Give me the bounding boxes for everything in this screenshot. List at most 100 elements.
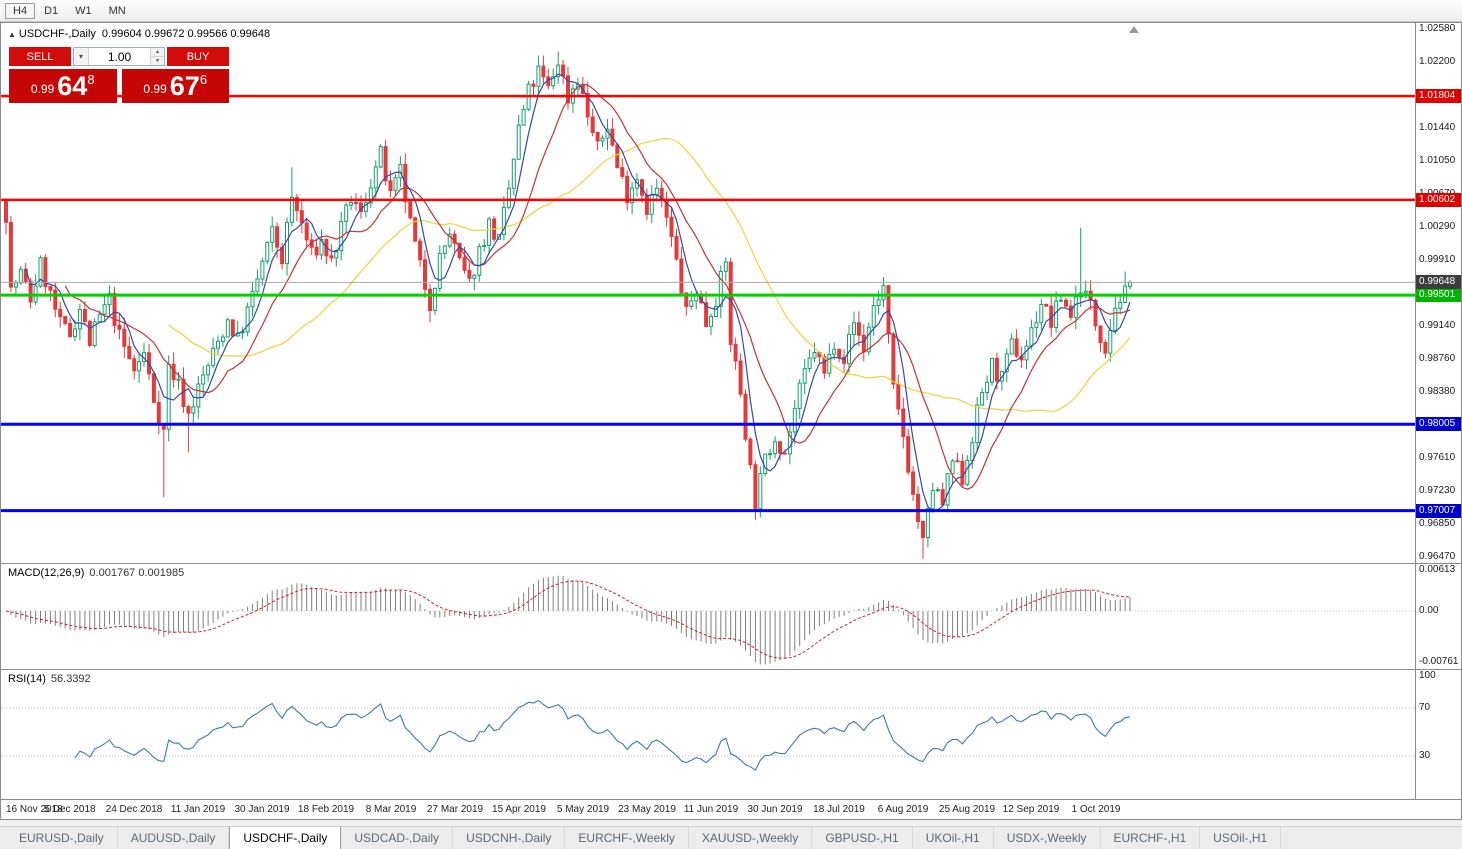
date-label: 12 Sep 2019 [1002,804,1060,815]
macd-histogram [10,575,1131,665]
price-axis-label: 0.97230 [1419,485,1456,496]
tab-usoil-h1[interactable]: USOil-,H1 [1200,827,1282,849]
price-axis-label: 1.01440 [1419,122,1456,133]
price-level-badge: 0.99501 [1416,288,1461,302]
date-label: 11 Jan 2019 [170,804,226,815]
timeframe-button-mn[interactable]: MN [108,4,126,17]
date-label: 30 Jun 2019 [747,804,803,815]
date-label: 25 Aug 2019 [938,804,996,815]
date-label: 1 Oct 2019 [1071,804,1121,815]
one-click-trading-panel: SELL ▾ ▲ ▼ BUY 0.99 64 8 0 [9,47,229,103]
buy-price-display[interactable]: 0.99 67 6 [121,69,229,103]
macd-panel[interactable]: MACD(12,26,9) 0.001767 0.001985 [1,563,1415,669]
macd-values: 0.001767 0.001985 [89,567,185,579]
date-label: 5 May 2019 [556,804,610,815]
price-level-badge: 0.97007 [1416,504,1461,518]
buy-price-big: 67 [169,71,200,101]
tab-usdx-weekly[interactable]: USDX-,Weekly [994,827,1101,849]
price-level-badge: 1.00602 [1416,193,1461,207]
price-axis-label: 0.99910 [1419,254,1456,265]
price-axis-label: 0.96850 [1419,518,1456,529]
window-collapse-icon[interactable]: ▲ [8,30,16,39]
price-axis-label: 1.02200 [1419,56,1456,67]
sell-price-prefix: 0.99 [30,82,55,96]
tab-audusd-daily[interactable]: AUDUSD-,Daily [118,827,230,849]
price-level-badge: 0.99648 [1416,275,1461,289]
tab-ukoil-h1[interactable]: UKOil-,H1 [913,827,994,849]
macd-axis: 0.00613 0.00 -0.00761 [1415,563,1461,669]
timeframe-toolbar: H4 D1 W1 MN [0,0,1462,22]
tab-gbpusd-h1[interactable]: GBPUSD-,H1 [812,827,913,849]
tab-usdcad-daily[interactable]: USDCAD-,Daily [341,827,454,849]
buy-price-prefix: 0.99 [143,82,167,96]
price-axis: 1.025801.022001.014401.010501.006701.002… [1415,23,1461,563]
ma-fast-line [25,73,1131,512]
tab-usdchf-daily[interactable]: USDCHF-,Daily [229,827,342,849]
main-chart-area[interactable]: ▲ USDCHF-,Daily 0.99604 0.99672 0.99566 0.… [1,23,1415,563]
date-label: 15 Apr 2019 [492,804,546,815]
buy-button[interactable]: BUY [167,47,229,66]
price-axis-label: 1.01050 [1419,155,1456,166]
price-axis-label: 1.02580 [1419,23,1456,34]
price-axis-label: 0.96470 [1419,551,1456,562]
chart-title: ▲ USDCHF-,Daily 0.99604 0.99672 0.99566 0.… [8,28,270,40]
price-axis-label: 0.98380 [1419,386,1456,397]
rsi-label: RSI(14) 56.3392 [8,673,91,685]
rsi-line [74,699,1131,771]
timeframe-buttons: H4 D1 W1 MN [5,2,134,19]
date-label: 5 Dec 2018 [44,804,96,815]
chart-shift-marker-icon [1129,26,1139,33]
sell-button[interactable]: SELL [9,47,71,66]
date-label: 16 Nov 2018 [6,804,63,815]
date-label: 24 Dec 2018 [105,804,163,815]
macd-signal-line [5,580,1131,659]
date-label: 11 Jun 2019 [683,804,739,815]
chart-tabs-bar: EURUSD-,Daily AUDUSD-,Daily USDCHF-,Daily U… [0,826,1462,849]
tab-xauusd-weekly[interactable]: XAUUSD-,Weekly [689,827,813,849]
date-label: 23 May 2019 [618,804,676,815]
volume-input[interactable] [89,48,150,65]
price-axis-label: 0.97610 [1419,452,1456,463]
macd-label: MACD(12,26,9) 0.001767 0.001985 [8,567,184,579]
sell-price-pip: 8 [87,72,95,87]
sell-price-display[interactable]: 0.99 64 8 [9,69,117,103]
tab-eurchf-weekly[interactable]: EURCHF-,Weekly [565,827,689,849]
price-level-badge: 0.98005 [1416,417,1461,431]
price-axis-label: 0.99140 [1419,320,1456,331]
date-label: 6 Aug 2019 [877,804,929,815]
candles-group [4,51,1132,559]
rsi-value: 56.3392 [50,673,91,685]
tab-eurusd-daily[interactable]: EURUSD-,Daily [6,827,118,849]
timeframe-button-h4[interactable]: H4 [5,2,36,19]
rsi-axis: 100 70 30 [1415,669,1461,799]
date-axis: 16 Nov 2018 5 Dec 2018 24 Dec 2018 11 Jan 2… [1,799,1461,819]
date-label: 27 Mar 2019 [426,804,484,815]
price-axis-label: 1.00290 [1419,221,1456,232]
volume-increase-button[interactable]: ▲ [151,48,164,57]
rsi-panel[interactable]: RSI(14) 56.3392 [1,669,1415,799]
candlestick-chart[interactable] [1,23,1415,563]
volume-dropdown-icon[interactable]: ▾ [74,48,89,65]
volume-decrease-button[interactable]: ▼ [151,57,164,65]
rsi-axis-label: 100 [1419,670,1436,681]
volume-spinner: ▲ ▼ [150,48,164,65]
macd-axis-label: 0.00613 [1419,564,1456,575]
volume-control: ▾ ▲ ▼ [73,47,165,66]
price-axis-label: 0.98760 [1419,353,1456,364]
sell-price-big: 64 [57,71,88,101]
tab-usdcnh-daily[interactable]: USDCNH-,Daily [453,827,566,849]
tab-eurchf-h1[interactable]: EURCHF-,H1 [1101,827,1201,849]
timeframe-button-w1[interactable]: W1 [75,4,92,17]
macd-name: MACD(12,26,9) [8,567,85,579]
timeframe-button-d1[interactable]: D1 [44,4,59,17]
chart-ohlc-values: 0.99604 0.99672 0.99566 0.99648 [101,28,271,40]
rsi-name: RSI(14) [8,673,46,685]
macd-axis-label: -0.00761 [1419,656,1459,667]
buy-price-pip: 6 [199,72,208,87]
date-label: 18 Jul 2019 [813,804,865,815]
date-label: 30 Jan 2019 [234,804,290,815]
date-label: 8 Mar 2019 [365,804,417,815]
ma-slow-line [168,137,1131,413]
date-label: 18 Feb 2019 [297,804,355,815]
rsi-chart [1,699,1415,771]
